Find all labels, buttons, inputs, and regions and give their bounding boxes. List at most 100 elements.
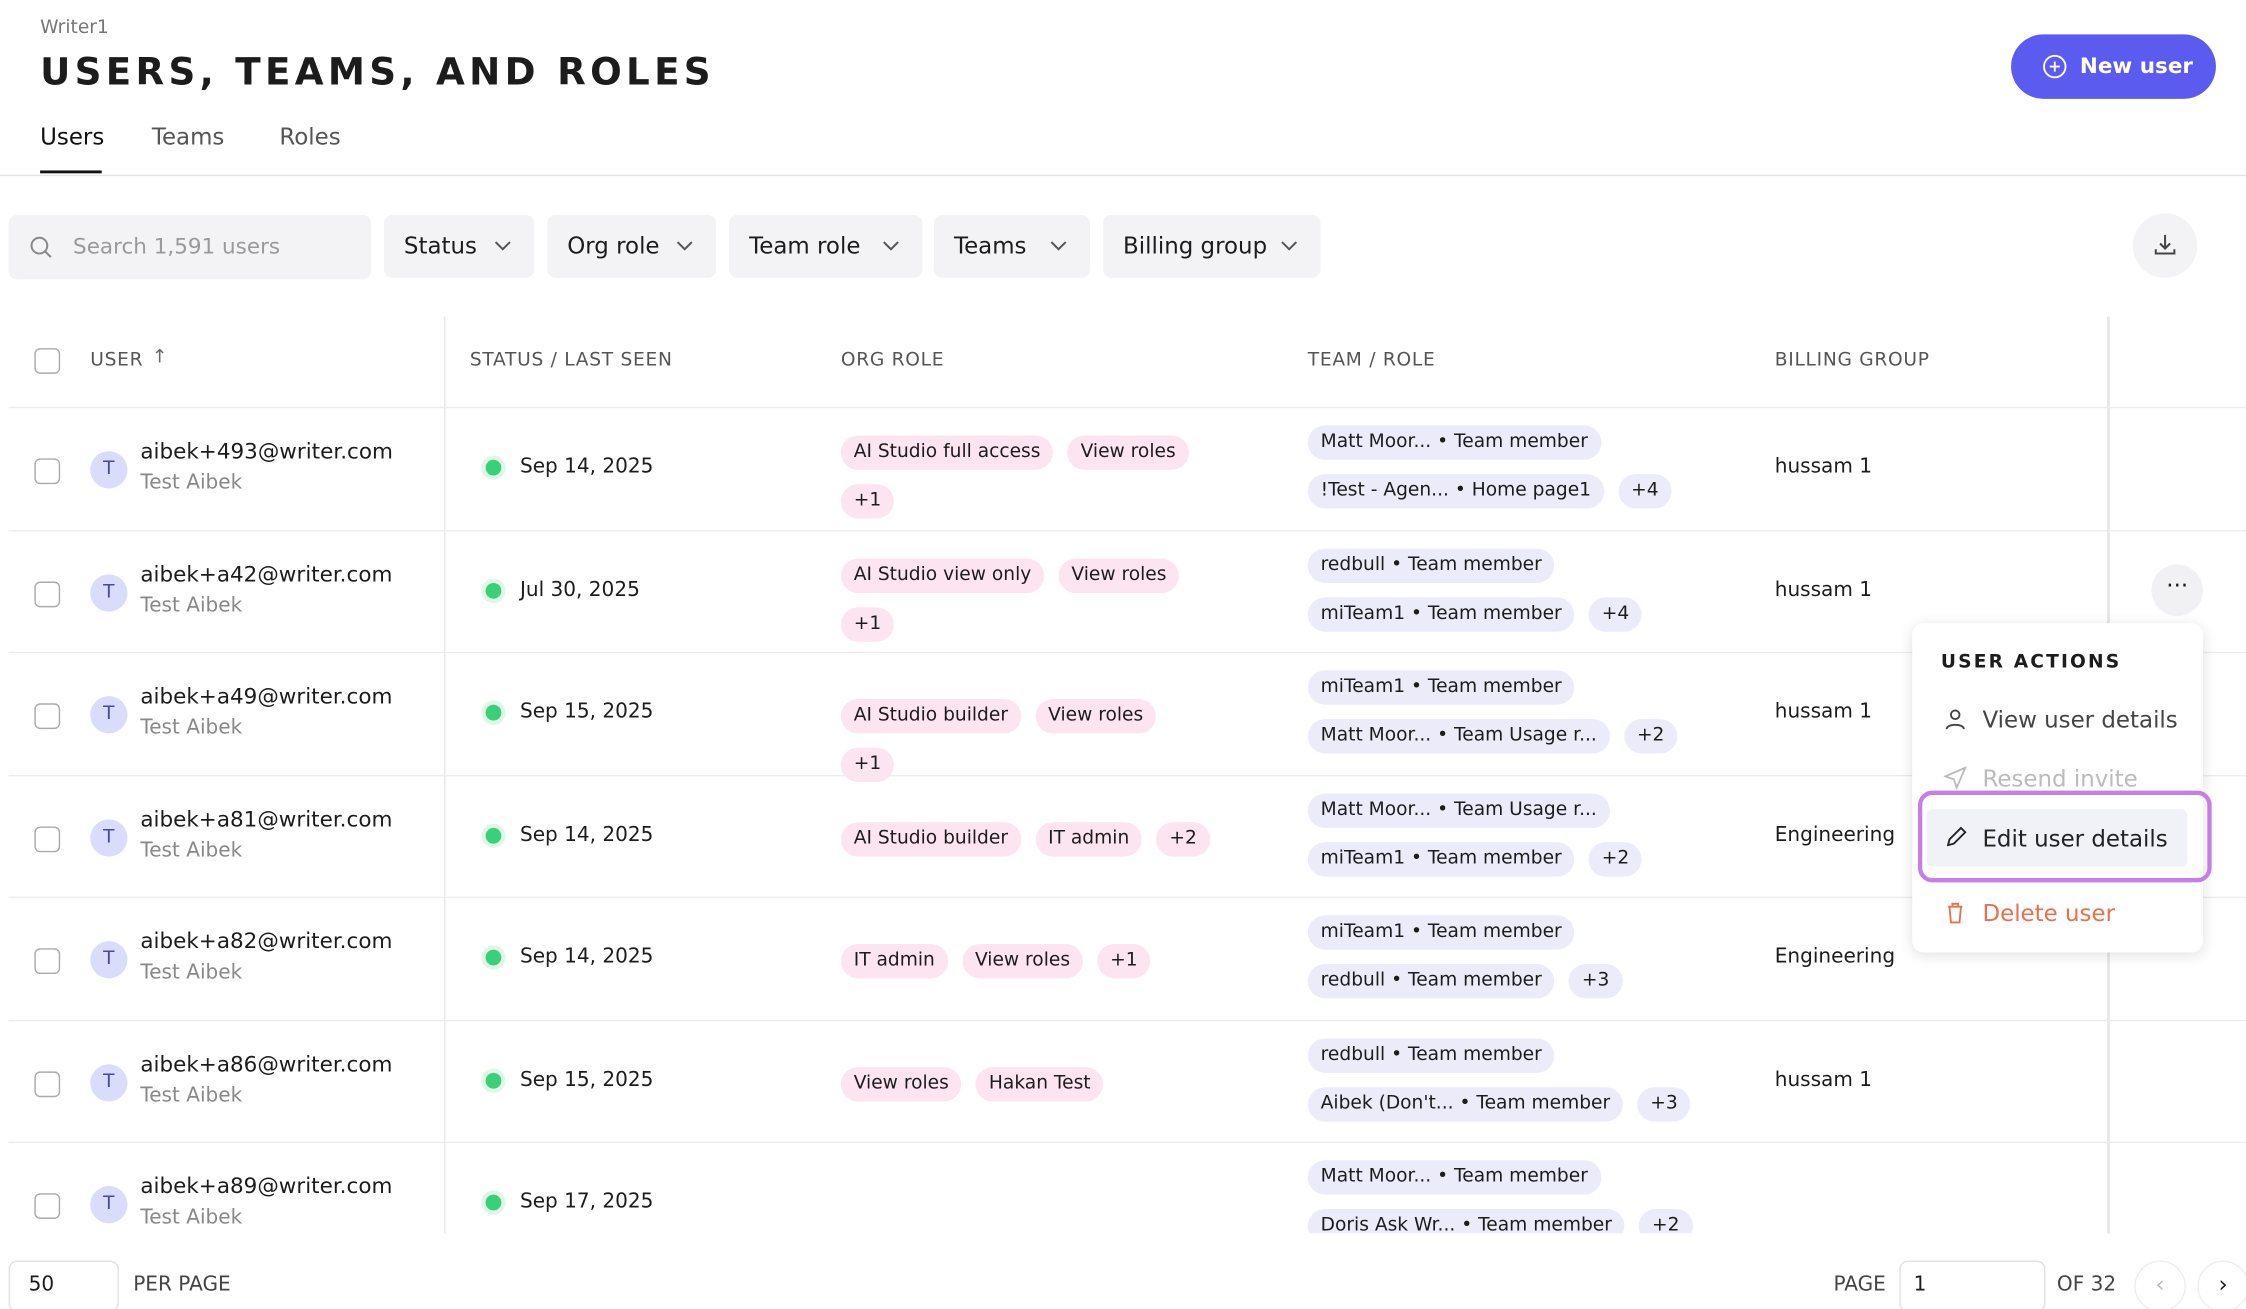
team-more-chip: +4: [1618, 474, 1672, 509]
tab[interactable]: Users: [40, 123, 105, 151]
avatar: T: [90, 696, 128, 734]
tab-underline: [40, 170, 102, 174]
team-chip: Doris Ask Wr... • Team member: [1307, 1208, 1625, 1234]
org-role-chip: +1: [1097, 943, 1151, 979]
team-line: redbull • Team member: [1307, 1037, 1569, 1073]
team-line: miTeam1 • Team member +4: [1307, 596, 1657, 631]
next-page[interactable]: ›: [2197, 1260, 2246, 1309]
org-roles: IT admin View roles +1: [840, 934, 1235, 983]
org-roles: View roles Hakan Test: [840, 1056, 1235, 1105]
column-header: STATUS / LAST SEEN: [469, 349, 673, 371]
team-chip: miTeam1 • Team member: [1307, 670, 1575, 705]
menu-icon: [1945, 709, 1965, 730]
focus-outline: [1917, 790, 2212, 883]
org-role-chip: IT admin: [840, 943, 948, 979]
status-dot: [485, 582, 502, 599]
team-chip: !Test - Agen... • Home page1: [1307, 474, 1604, 509]
org-role-chip: View roles: [1035, 699, 1157, 734]
status-dot: [485, 827, 502, 843]
select-all[interactable]: [34, 348, 61, 374]
team-line: miTeam1 • Team member +2: [1307, 841, 1657, 876]
user-email: aibek+493@writer.com: [140, 438, 393, 465]
menu-highlight: [1926, 809, 2188, 867]
billing-group: Engineering: [1774, 822, 1896, 846]
page-select[interactable]: [1899, 1260, 2046, 1309]
team-more-chip: +2: [1624, 719, 1678, 754]
team-more-chip: +3: [1569, 964, 1623, 999]
team-more-chip: +4: [1588, 596, 1643, 631]
new-user-button[interactable]: New user: [2011, 34, 2216, 99]
org-role-chip: AI Studio view only: [840, 557, 1045, 593]
filter-label: Teams: [953, 232, 1027, 260]
menu-item[interactable]: Resend invite: [1982, 764, 2138, 793]
search-box[interactable]: Search 1,591 users: [8, 214, 371, 280]
team-chip: Matt Moor... • Team Usage r...: [1307, 719, 1610, 754]
tab[interactable]: Teams: [151, 123, 225, 151]
user-name: Test Aibek: [140, 1083, 243, 1107]
menu-icon: [1948, 902, 1963, 924]
menu-item[interactable]: Delete user: [1982, 899, 2116, 927]
user-name: Test Aibek: [140, 838, 243, 862]
row-checkbox[interactable]: [34, 1193, 61, 1219]
user-email: aibek+a89@writer.com: [140, 1173, 393, 1199]
status-dot: [485, 1072, 502, 1088]
per-page-value: 50: [28, 1273, 55, 1297]
filter-dropdown[interactable]: Org role: [547, 214, 717, 278]
org-role-chip: AI Studio builder: [840, 699, 1021, 734]
status-dot: [485, 459, 502, 476]
team-line: redbull • Team member: [1307, 547, 1569, 583]
team-chip: Aibek (Don't... • Team member: [1307, 1086, 1624, 1121]
filter-dropdown[interactable]: Teams: [933, 214, 1091, 278]
team-chip: miTeam1 • Team member: [1307, 915, 1575, 950]
last-seen: Sep 14, 2025: [519, 822, 654, 846]
last-seen: Sep 14, 2025: [519, 945, 654, 969]
team-line: Aibek (Don't... • Team member +3: [1307, 1086, 1705, 1121]
filter-dropdown[interactable]: Team role: [729, 214, 923, 278]
last-seen: Sep 15, 2025: [519, 700, 654, 724]
row-divider: [8, 1141, 2246, 1144]
last-seen: Sep 14, 2025: [519, 455, 654, 479]
per-page-label: PER PAGE: [133, 1273, 231, 1297]
column-header: ORG ROLE: [840, 349, 945, 371]
user-name: Test Aibek: [140, 471, 243, 495]
avatar: T: [90, 818, 128, 856]
per-page-select[interactable]: [8, 1260, 119, 1309]
billing-group: hussam 1: [1774, 577, 1873, 601]
team-more-chip: +3: [1637, 1086, 1691, 1121]
page-title: USERS, TEAMS, AND ROLES: [40, 51, 715, 95]
user-email: aibek+a86@writer.com: [140, 1050, 393, 1077]
tab[interactable]: Roles: [279, 123, 341, 151]
download-button[interactable]: [2132, 213, 2198, 278]
status-dot: [485, 704, 502, 721]
row-checkbox[interactable]: [34, 948, 61, 975]
filter-dropdown[interactable]: Billing group: [1102, 214, 1321, 278]
filter-dropdown[interactable]: Status: [383, 214, 535, 278]
row-checkbox[interactable]: [34, 458, 61, 485]
org-role-chip: AI Studio full access: [840, 435, 1054, 470]
row-divider: [8, 406, 2246, 409]
last-seen: Jul 30, 2025: [519, 577, 640, 601]
team-line: Matt Moor... • Team member: [1307, 1160, 1615, 1195]
row-divider: [8, 774, 2246, 776]
prev-page[interactable]: ‹: [2134, 1260, 2186, 1309]
row-menu-button[interactable]: ···: [2151, 564, 2204, 616]
row-checkbox[interactable]: [34, 825, 61, 852]
team-more-chip: +2: [1639, 1208, 1693, 1234]
row-checkbox[interactable]: [34, 703, 61, 730]
row-checkbox[interactable]: [34, 1070, 61, 1097]
team-more-chip: +2: [1588, 841, 1643, 876]
org-roles: AI Studio builder IT admin +2: [840, 811, 1235, 860]
org-role-chip: Hakan Test: [976, 1066, 1104, 1101]
menu-item[interactable]: Edit user details: [1982, 825, 2168, 853]
avatar: T: [90, 1186, 128, 1224]
team-chip: redbull • Team member: [1307, 547, 1555, 583]
row-divider: [8, 896, 2246, 899]
menu-item[interactable]: View user details: [1982, 706, 2178, 734]
user-name: Test Aibek: [140, 716, 243, 740]
avatar: T: [90, 1063, 128, 1101]
breadcrumb: Writer1: [40, 17, 109, 39]
team-chip: redbull • Team member: [1307, 1037, 1555, 1073]
plus-icon: [2043, 54, 2067, 79]
row-checkbox[interactable]: [34, 580, 61, 607]
